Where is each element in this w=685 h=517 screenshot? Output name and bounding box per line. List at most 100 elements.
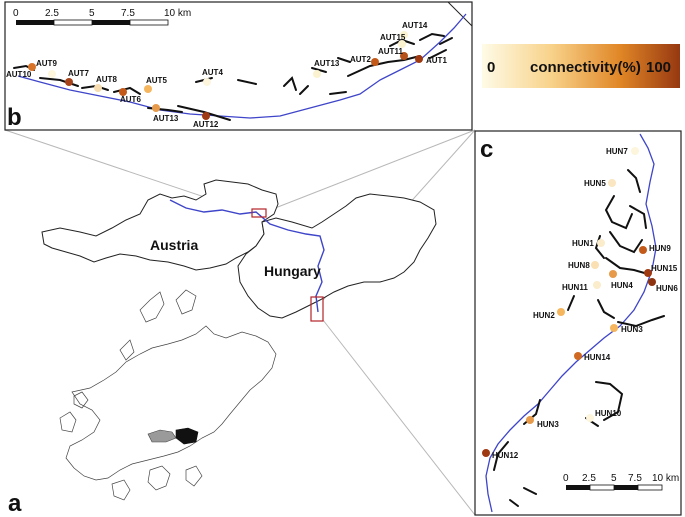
- site-marker: [119, 88, 127, 96]
- scale-c-tick-1: 2.5: [582, 473, 596, 484]
- site-marker: [586, 414, 594, 422]
- scale-c-tick-2: 5: [611, 473, 617, 484]
- site-marker: [593, 281, 601, 289]
- country-label-hungary: Hungary: [264, 263, 321, 279]
- site-marker: [644, 269, 652, 277]
- site-marker: [631, 147, 639, 155]
- hungary-outline: [237, 193, 437, 319]
- site-label: HUN10: [595, 409, 622, 418]
- legend-max: 100: [646, 59, 671, 76]
- panel-a-map: Austria Hungary a: [4, 129, 476, 517]
- panel-letter-b: b: [7, 104, 22, 131]
- scale-bar-b: 0 2.5 5 7.5 10 km: [13, 8, 191, 26]
- site-marker: [203, 78, 211, 86]
- site-marker: [313, 70, 321, 78]
- panel-letter-a: a: [8, 490, 22, 517]
- site-label: AUT10: [6, 70, 32, 79]
- site-label: AUT13: [314, 59, 340, 68]
- site-marker: [557, 308, 565, 316]
- site-marker: [482, 449, 490, 457]
- europe-inset: [59, 289, 277, 501]
- site-labels-b: AUT14 AUT15 AUT11 AUT2 AUT1 AUT13 AUT4 A…: [6, 21, 447, 129]
- site-label: AUT12: [193, 120, 219, 129]
- side-arms-c: [493, 169, 665, 507]
- site-label: AUT6: [120, 95, 141, 104]
- site-label: AUT7: [68, 69, 89, 78]
- panel-b-corner-line: [447, 1, 473, 27]
- site-marker: [144, 85, 152, 93]
- scale-c-tick-3: 7.5: [628, 473, 642, 484]
- site-label: HUN11: [562, 283, 588, 292]
- site-marker: [574, 352, 582, 360]
- panel-b-map: 0 2.5 5 7.5 10 km: [4, 1, 473, 131]
- connectivity-legend: 0 connectivity(%) 100: [482, 44, 680, 88]
- site-label: HUN5: [584, 179, 606, 188]
- site-label: AUT8: [96, 75, 117, 84]
- site-marker: [94, 84, 102, 92]
- site-label: HUN7: [606, 147, 628, 156]
- site-label: HUN9: [649, 244, 671, 253]
- site-marker: [526, 416, 534, 424]
- austria-outline: [41, 179, 279, 271]
- site-label: AUT11: [378, 47, 403, 56]
- site-label: AUT1: [426, 56, 447, 65]
- site-label: HUN15: [651, 264, 678, 273]
- scale-bar-c: 0 2.5 5 7.5 10 km: [563, 473, 679, 491]
- site-label: HUN2: [533, 311, 555, 320]
- country-label-austria: Austria: [150, 237, 198, 253]
- site-marker: [597, 239, 605, 247]
- site-marker: [639, 246, 647, 254]
- site-label: HUN8: [568, 261, 590, 270]
- panel-c-map: HUN7 HUN5 HUN1 HUN9 HUN8 HUN15 HUN4 HUN6…: [474, 130, 682, 516]
- legend-min: 0: [487, 59, 495, 76]
- danube-river-c: [485, 133, 657, 513]
- highlight-box-b: [251, 208, 267, 218]
- site-label: HUN12: [492, 451, 519, 460]
- site-label: AUT2: [350, 55, 371, 64]
- site-label: HUN4: [611, 281, 633, 290]
- legend-gradient-bar: [482, 44, 680, 88]
- legend-label: connectivity(%): [530, 59, 641, 76]
- site-marker: [202, 112, 210, 120]
- site-label: HUN3: [537, 420, 559, 429]
- site-marker: [48, 70, 56, 78]
- panel-letter-c: c: [480, 136, 493, 163]
- site-label: AUT9: [36, 59, 57, 68]
- scale-b-tick-0: 0: [13, 8, 19, 19]
- scale-b-tick-2: 5: [89, 8, 95, 19]
- site-marker: [152, 104, 160, 112]
- scale-c-tick-0: 0: [563, 473, 569, 484]
- hungary-inset-fill: [175, 427, 199, 445]
- highlight-box-c: [310, 296, 324, 322]
- site-markers-b: [28, 31, 423, 120]
- site-marker: [398, 40, 406, 48]
- site-marker: [610, 324, 618, 332]
- site-label: AUT14: [402, 21, 428, 30]
- site-label: HUN14: [584, 353, 611, 362]
- site-label: AUT5: [146, 76, 167, 85]
- site-marker: [609, 270, 617, 278]
- site-marker: [415, 55, 423, 63]
- scale-c-tick-4: 10 km: [652, 473, 679, 484]
- site-marker: [65, 78, 73, 86]
- site-marker: [371, 58, 379, 66]
- site-label: AUT15: [380, 33, 406, 42]
- scale-b-tick-1: 2.5: [45, 8, 59, 19]
- site-marker: [400, 31, 408, 39]
- scale-b-tick-3: 7.5: [121, 8, 135, 19]
- site-marker: [400, 52, 408, 60]
- site-marker: [608, 179, 616, 187]
- site-label: AUT4: [202, 68, 223, 77]
- danube-overview: [169, 199, 325, 313]
- site-label: HUN3: [621, 325, 643, 334]
- site-marker: [591, 261, 599, 269]
- site-label: HUN6: [656, 284, 678, 293]
- site-marker: [648, 278, 656, 286]
- site-label: HUN1: [572, 239, 594, 248]
- austria-inset-fill: [147, 429, 177, 443]
- site-marker: [28, 63, 36, 71]
- site-labels-c: HUN7 HUN5 HUN1 HUN9 HUN8 HUN15 HUN4 HUN6…: [492, 147, 678, 460]
- site-label: AUT13: [153, 114, 179, 123]
- site-markers-c: [482, 147, 656, 457]
